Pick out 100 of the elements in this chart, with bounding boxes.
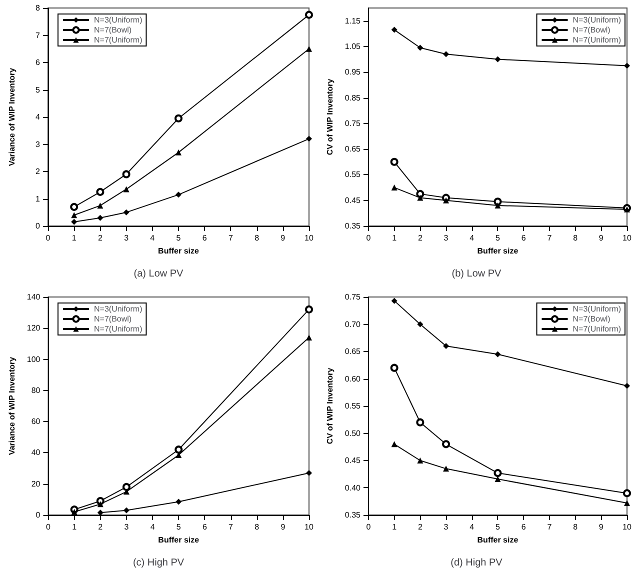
legend-label: N=7(Bowl)	[94, 314, 132, 324]
x-tick-label: 0	[366, 522, 372, 532]
y-tick-label: 0.35	[344, 510, 362, 520]
y-tick-label: 20	[31, 479, 41, 488]
x-tick-label: 8	[573, 234, 578, 242]
y-tick-label: 140	[26, 292, 41, 302]
y-tick-label: 0.45	[344, 456, 362, 465]
x-tick-label: 10	[304, 234, 314, 242]
x-tick-label: 5	[496, 234, 501, 242]
y-tick-label: 0.50	[344, 428, 362, 438]
x-tick-label: 10	[304, 522, 314, 532]
y-tick-label: 0	[36, 222, 41, 230]
x-tick-label: 2	[98, 522, 104, 532]
x-tick-label: 9	[280, 522, 286, 532]
y-tick-label: 8	[36, 4, 41, 12]
x-tick-label: 5	[176, 234, 182, 242]
legend-label: N=3(Uniform)	[94, 16, 143, 24]
x-tick-label: 8	[573, 522, 578, 532]
legend-label: N=7(Uniform)	[94, 324, 143, 334]
x-axis-title: Buffer size	[477, 246, 519, 256]
y-tick-label: 5	[36, 85, 41, 94]
x-tick-label: 6	[202, 522, 208, 532]
y-tick-label: 3	[36, 140, 41, 149]
x-axis-title: Buffer size	[158, 535, 200, 544]
x-tick-label: 3	[444, 234, 449, 242]
y-axis-title: CV of WIP Inventory	[326, 78, 334, 156]
x-tick-label: 7	[228, 234, 234, 242]
x-tick-label: 7	[547, 522, 552, 532]
x-tick-label: 4	[470, 234, 475, 242]
x-tick-label: 3	[444, 522, 449, 532]
x-axis-title: Buffer size	[158, 246, 200, 256]
y-tick-label: 0.35	[344, 222, 362, 230]
x-tick-label: 1	[72, 234, 77, 242]
x-tick-label: 0	[46, 234, 51, 242]
y-axis-title: Variance of WIP Inventory	[8, 67, 16, 166]
x-tick-label: 1	[392, 522, 398, 532]
text: (b) Low PV	[452, 268, 502, 280]
text: (c) High PV	[132, 558, 184, 568]
y-tick-label: 120	[26, 324, 41, 333]
legend-label: N=7(Bowl)	[572, 314, 611, 324]
legend-label: N=7(Bowl)	[572, 26, 611, 34]
y-axis-title: Variance of WIP Inventory	[8, 356, 16, 456]
legend-label: N=3(Uniform)	[572, 304, 622, 314]
y-tick-label: 0.95	[344, 68, 362, 77]
y-tick-label: 0.75	[344, 118, 362, 128]
y-tick-label: 0.55	[344, 170, 362, 180]
y-axis-title: CV of WIP Inventory	[326, 367, 334, 444]
y-tick-label: 0.55	[344, 402, 362, 410]
y-tick-label: 0.75	[344, 292, 362, 302]
y-tick-label: 80	[31, 386, 41, 395]
text: (a) Low PV	[134, 268, 184, 280]
x-tick-label: 7	[228, 522, 234, 532]
x-tick-label: 1	[72, 522, 78, 532]
y-tick-label: 0.45	[344, 196, 362, 205]
y-tick-label: 100	[26, 354, 41, 364]
x-tick-label: 4	[150, 234, 156, 242]
legend-label: N=3(Uniform)	[572, 16, 622, 24]
x-tick-label: 5	[496, 522, 501, 532]
x-tick-label: 2	[98, 234, 103, 242]
x-tick-label: 10	[622, 522, 632, 532]
y-tick-label: 0.70	[344, 320, 362, 329]
legend-label: N=7(Uniform)	[572, 36, 622, 44]
x-tick-label: 10	[622, 234, 632, 242]
y-tick-label: 40	[31, 448, 41, 458]
legend-label: N=7(Uniform)	[94, 36, 143, 44]
text: (d) High PV	[450, 558, 503, 568]
y-tick-label: 7	[36, 30, 41, 40]
y-tick-label: 0.65	[344, 347, 362, 356]
x-tick-label: 0	[366, 234, 372, 242]
y-tick-label: 1.15	[344, 16, 362, 26]
x-tick-label: 2	[418, 522, 423, 532]
x-tick-label: 6	[202, 234, 208, 242]
y-tick-label: 0.65	[344, 144, 362, 154]
x-tick-label: 9	[598, 522, 604, 532]
x-tick-label: 9	[280, 234, 286, 242]
x-tick-label: 8	[254, 234, 260, 242]
x-tick-label: 2	[418, 234, 423, 242]
x-tick-label: 6	[521, 234, 526, 242]
x-tick-label: 1	[392, 234, 398, 242]
x-tick-label: 5	[176, 522, 182, 532]
y-tick-label: 60	[31, 417, 41, 426]
x-axis-title: Buffer size	[477, 535, 519, 544]
x-tick-label: 4	[470, 522, 475, 532]
y-tick-label: 0.85	[344, 93, 362, 102]
x-tick-label: 4	[150, 522, 156, 532]
y-tick-label: 1.05	[344, 42, 362, 51]
y-tick-label: 6	[36, 58, 41, 67]
x-tick-label: 9	[598, 234, 604, 242]
y-tick-label: 0.40	[344, 483, 362, 492]
legend-label: N=7(Uniform)	[572, 324, 622, 334]
x-tick-label: 8	[254, 522, 260, 532]
y-tick-label: 0	[36, 510, 41, 520]
x-tick-label: 7	[547, 234, 552, 242]
x-tick-label: 3	[124, 234, 130, 242]
y-tick-label: 2	[36, 167, 41, 176]
y-tick-label: 4	[36, 112, 41, 122]
y-tick-label: 0.60	[344, 374, 362, 384]
x-tick-label: 0	[46, 522, 52, 532]
y-tick-label: 1	[36, 194, 41, 204]
legend-label: N=7(Bowl)	[94, 26, 132, 34]
